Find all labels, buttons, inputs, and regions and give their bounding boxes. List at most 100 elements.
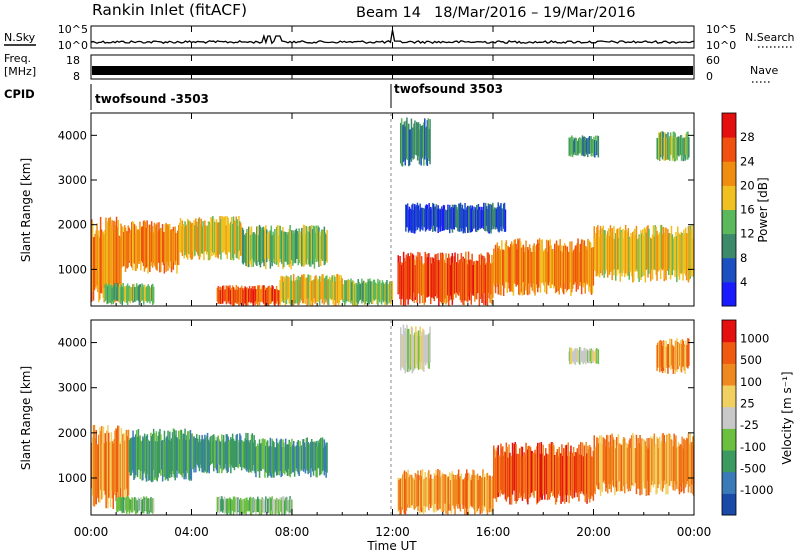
data-bin [226,286,228,301]
data-bin [669,235,672,280]
data-bin [671,440,674,488]
data-bin [578,244,580,284]
data-bin [617,434,620,491]
data-bin [377,278,379,306]
data-bin [121,226,123,268]
data-bin [300,276,302,299]
data-bin [123,232,125,267]
data-bin [457,263,460,296]
data-bin [212,216,214,253]
data-bin [642,229,644,272]
data-bin [603,438,605,481]
data-bin [129,438,132,476]
data-bin [681,436,683,484]
data-bin [120,428,123,489]
data-bin [397,255,399,295]
data-bin [685,340,687,366]
data-bin [424,471,426,513]
data-bin [239,499,241,515]
data-bin [208,441,210,474]
data-bin [669,345,672,370]
data-bin [620,230,622,273]
data-bin [276,289,279,302]
data-bin [447,477,449,515]
data-bin [574,348,577,365]
data-bin [416,331,418,364]
data-bin [213,221,216,253]
data-bin [549,445,551,498]
data-bin [444,209,446,230]
data-bin [356,284,359,306]
data-bin [152,428,155,470]
data-bin [313,279,315,299]
nave-tick-bottom: 0 [706,70,713,83]
nave-label: Nave [750,64,778,77]
data-bin [559,239,561,287]
data-bin [93,237,96,291]
data-bin [269,230,272,269]
data-bin [679,340,682,372]
data-bin [126,436,129,502]
data-bin [658,234,660,270]
data-bin [669,435,672,483]
data-bin [470,480,472,506]
data-bin [294,229,297,264]
data-bin [440,475,443,512]
data-bin [129,499,132,510]
data-bin [449,208,452,229]
data-bin [442,474,445,513]
data-bin [489,203,491,232]
data-bin [99,216,102,294]
data-bin [200,439,202,469]
data-bin [283,500,286,515]
data-bin [258,439,261,478]
data-bin [587,137,590,154]
data-bin [260,500,263,515]
data-bin [150,287,152,301]
data-bin [568,252,570,289]
data-bin [418,475,420,506]
data-bin [426,204,429,229]
data-bin [278,441,281,476]
data-bin [438,477,440,504]
data-bin [672,239,674,270]
data-bin [280,438,282,478]
y-tick-label: 3000 [58,173,87,187]
data-bin [416,257,418,304]
data-bin [234,498,237,512]
data-bin [283,442,285,473]
data-bin [493,207,496,228]
data-bin [245,432,247,471]
data-bin [299,440,301,472]
data-bin [656,345,658,371]
data-bin [127,429,130,496]
data-bin [688,137,690,158]
data-bin [419,203,421,232]
data-bin [544,249,546,293]
data-bin [559,453,561,496]
data-bin [414,265,417,300]
data-bin [477,204,480,231]
data-bin [488,204,490,234]
data-bin [640,230,642,281]
data-bin [169,431,171,478]
data-bin [607,435,609,494]
data-bin [267,447,270,476]
data-bin [680,343,683,373]
data-bin [496,242,499,288]
data-bin [447,257,449,296]
data-bin [245,233,247,267]
data-bin [408,258,410,300]
data-bin [247,433,249,470]
data-bin [448,476,450,511]
data-bin [615,233,617,281]
data-bin [329,280,332,299]
data-bin [143,284,146,302]
data-bin [617,238,620,269]
data-bin [236,497,238,515]
data-bin [187,218,189,260]
data-bin [192,437,194,469]
data-bin [495,450,498,502]
data-bin [609,434,612,484]
